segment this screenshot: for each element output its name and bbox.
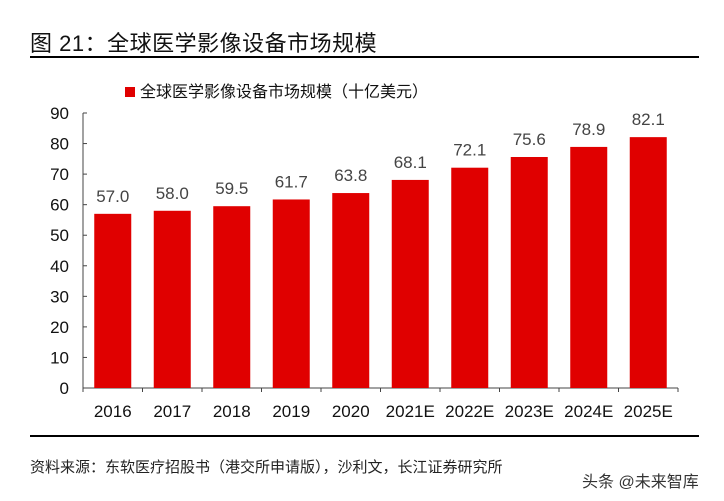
- x-tick-label: 2022E: [445, 402, 494, 421]
- y-tick-label: 70: [50, 165, 69, 184]
- x-tick-label: 2023E: [505, 402, 554, 421]
- x-tick-label: 2021E: [386, 402, 435, 421]
- y-tick-label: 0: [60, 379, 69, 398]
- title-rule: [30, 56, 699, 58]
- data-label: 57.0: [96, 187, 129, 206]
- data-label: 61.7: [275, 172, 308, 191]
- source-note: 资料来源：东软医疗招股书（港交所申请版），沙利文，长江证券研究所: [30, 459, 503, 476]
- data-label: 63.8: [334, 166, 367, 185]
- y-tick-label: 20: [50, 318, 69, 337]
- bar-2023E: [510, 157, 548, 388]
- data-label: 82.1: [632, 110, 665, 129]
- y-tick-label: 60: [50, 196, 69, 215]
- x-tick-label: 2019: [272, 402, 310, 421]
- data-label: 58.0: [156, 184, 189, 203]
- x-tick-label: 2018: [213, 402, 251, 421]
- y-tick-label: 90: [50, 104, 69, 123]
- x-tick-label: 2025E: [624, 402, 673, 421]
- bar-2024E: [570, 146, 608, 388]
- figure-title: 图 21：全球医学影像设备市场规模: [30, 31, 378, 56]
- data-label: 59.5: [215, 179, 248, 198]
- x-tick-label: 2020: [332, 402, 370, 421]
- x-tick-label: 2017: [153, 402, 191, 421]
- bar-2016: [94, 213, 132, 388]
- y-tick-label: 80: [50, 135, 69, 154]
- legend-swatch: [125, 87, 135, 97]
- x-tick-label: 2016: [94, 402, 132, 421]
- y-tick-label: 10: [50, 348, 69, 367]
- bar-2025E: [629, 137, 667, 388]
- y-tick-label: 50: [50, 226, 69, 245]
- legend-label: 全球医学影像设备市场规模（十亿美元）: [140, 83, 428, 101]
- data-label: 78.9: [572, 120, 605, 139]
- bar-2018: [213, 206, 251, 388]
- bar-2021E: [391, 179, 429, 388]
- x-tick-label: 2024E: [564, 402, 613, 421]
- y-tick-label: 30: [50, 287, 69, 306]
- bar-2019: [272, 199, 310, 388]
- bar-2022E: [451, 167, 489, 388]
- watermark: 头条 @未来智库: [582, 474, 699, 491]
- data-label: 68.1: [394, 153, 427, 172]
- data-label: 72.1: [453, 141, 486, 160]
- bar-2017: [153, 210, 191, 388]
- y-tick-label: 40: [50, 257, 69, 276]
- footer-rule: [30, 435, 699, 437]
- data-label: 75.6: [513, 130, 546, 149]
- bar-2020: [332, 193, 370, 388]
